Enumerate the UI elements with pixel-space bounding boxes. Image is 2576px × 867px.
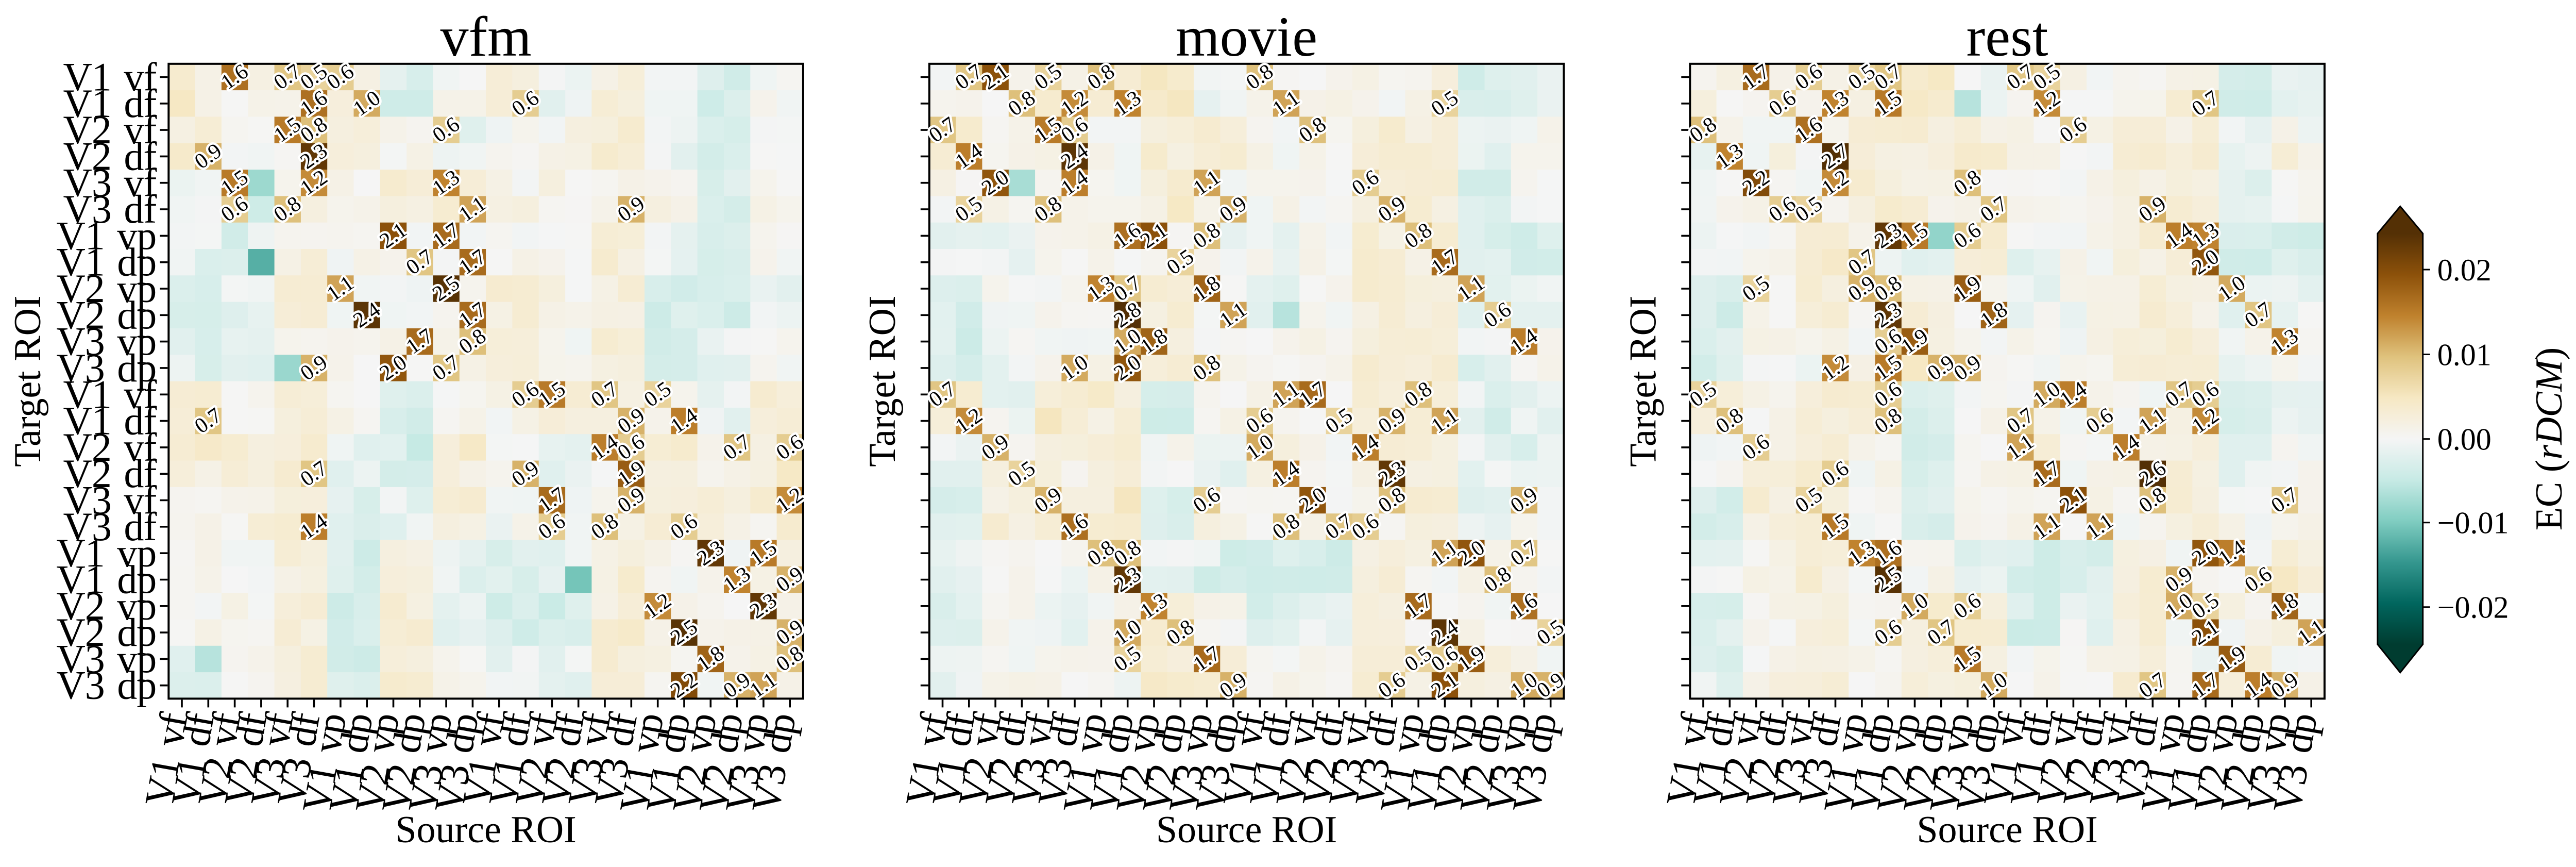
svg-text:Source ROI: Source ROI [1156, 809, 1337, 851]
svg-text:V3 vp: V3 vp [56, 636, 156, 681]
svg-text:−0.01: −0.01 [2437, 506, 2509, 540]
svg-text:V2 df: V2 df [63, 134, 157, 178]
svg-text:V3 df: V3 df [63, 504, 157, 549]
svg-text:Target ROI: Target ROI [7, 295, 49, 467]
svg-text:V3 vf: V3 vf [63, 478, 157, 523]
svg-text:Target ROI: Target ROI [1622, 295, 1664, 467]
svg-text:V1 dp: V1 dp [56, 240, 156, 285]
svg-text:0.02: 0.02 [2437, 253, 2492, 287]
svg-text:V2 vf: V2 vf [63, 425, 157, 470]
svg-text:V2 df: V2 df [63, 451, 157, 496]
svg-text:vfm: vfm [440, 5, 531, 68]
svg-text:EC (rDCM): EC (rDCM) [2528, 347, 2570, 531]
svg-text:V1 vf: V1 vf [63, 372, 157, 416]
svg-text:V3 dp: V3 dp [56, 345, 156, 390]
svg-text:V1 df: V1 df [63, 398, 157, 443]
svg-text:V1 vp: V1 vp [56, 213, 156, 258]
svg-text:Source ROI: Source ROI [395, 809, 576, 851]
svg-text:V3 df: V3 df [63, 187, 157, 231]
svg-text:0.01: 0.01 [2437, 338, 2492, 372]
svg-text:V3 vp: V3 vp [56, 319, 156, 364]
svg-text:Source ROI: Source ROI [1917, 809, 2097, 851]
svg-text:V1 df: V1 df [63, 81, 157, 126]
svg-text:V1 vp: V1 vp [56, 530, 156, 575]
svg-text:movie: movie [1176, 5, 1317, 68]
svg-text:V2 vp: V2 vp [56, 583, 156, 628]
svg-text:Target ROI: Target ROI [861, 295, 904, 467]
svg-text:V1 dp: V1 dp [56, 557, 156, 602]
svg-text:V2 vp: V2 vp [56, 266, 156, 311]
svg-text:rest: rest [1967, 5, 2048, 68]
svg-text:−0.02: −0.02 [2437, 591, 2509, 625]
svg-text:V2 vf: V2 vf [63, 107, 157, 152]
svg-text:V3 dp: V3 dp [56, 663, 156, 708]
svg-text:0.00: 0.00 [2437, 423, 2492, 457]
svg-text:V2 dp: V2 dp [56, 610, 156, 655]
svg-text:V1 vf: V1 vf [63, 55, 157, 99]
svg-text:V3 vf: V3 vf [63, 160, 157, 205]
svg-text:V2 dp: V2 dp [56, 292, 156, 337]
